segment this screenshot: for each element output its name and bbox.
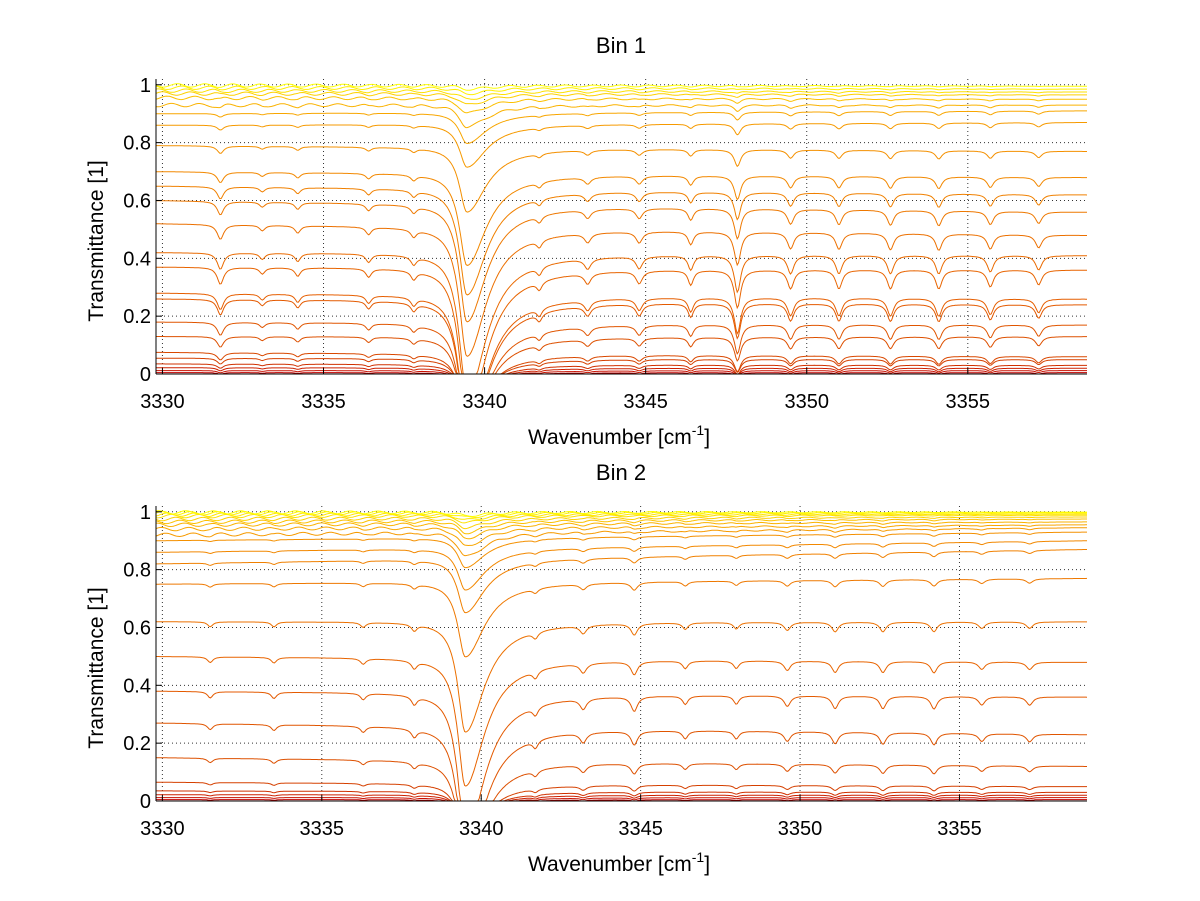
y-axis-label: Transmittance [1] [85,160,108,321]
series-line [156,110,1087,145]
series-line [156,757,1087,802]
x-tick-label: 3350 [778,818,823,840]
x-tick-label: 3335 [301,391,346,413]
series-line [155,518,1087,535]
x-axis-label-tail: ] [704,853,710,876]
y-tick-labels: 0 0.2 0.4 0.6 0.8 1 [123,502,151,813]
series-line [156,266,1088,375]
y-tick-label: 0.4 [123,248,151,270]
y-tick-label: 0.6 [123,617,151,639]
x-axis-label-superscript: -1 [692,422,705,438]
series-group [155,83,1088,375]
x-axis-label: Wavenumber [cm-1] [528,422,710,449]
x-tick-label: 3340 [459,818,504,840]
chart-panel-bin-1: Bin 1 3330 3335 3340 3345 3350 3355 0 0.2 0.4 0.… [85,33,1088,449]
series-line [156,621,1087,733]
series-group [155,510,1088,802]
x-tick-label: 3345 [618,818,663,840]
series-line [156,171,1087,266]
series-line [156,790,1087,802]
x-axis-label-main: Wavenumber [cm [528,426,692,449]
series-line [155,200,1087,323]
x-tick-label: 3355 [937,818,982,840]
series-line [156,540,1087,591]
series-line [156,122,1087,168]
series-line [156,357,1087,375]
series-line [156,781,1087,802]
series-line [156,794,1087,802]
x-tick-label: 3345 [623,391,668,413]
x-tick-label: 3330 [140,818,185,840]
series-line [155,524,1087,547]
y-tick-label: 0.6 [123,190,151,212]
y-tick-label: 0 [140,364,151,386]
x-axis-label: Wavenumber [cm-1] [528,849,710,876]
series-line [156,185,1088,296]
x-tick-labels: 3330 3335 3340 3345 3350 3355 [140,818,982,840]
x-tick-label: 3350 [784,391,829,413]
series-line [155,83,1087,91]
series-line [156,363,1087,375]
series-line [156,370,1087,375]
y-tick-label: 0.8 [123,560,151,582]
y-tick-label: 1 [140,502,151,524]
x-tick-label: 3330 [140,391,185,413]
y-tick-label: 0.8 [123,133,151,155]
series-line [155,91,1087,105]
series-line [155,95,1087,114]
series-line [156,223,1087,357]
series-line [156,372,1087,375]
x-tick-label: 3335 [300,818,345,840]
y-tick-label: 0.2 [123,306,151,328]
series-line [156,292,1087,375]
series-line [156,690,1088,802]
series-line [156,145,1087,213]
series-line [156,321,1087,375]
series-line [156,351,1087,375]
series-line [155,510,1088,519]
series-line [155,85,1087,96]
chart-title: Bin 2 [596,460,646,485]
x-tick-label: 3355 [946,391,991,413]
y-axis-label: Transmittance [1] [85,587,108,748]
x-axis-label-superscript: -1 [692,849,705,865]
series-line [156,252,1087,375]
series-line [155,510,1087,518]
x-tick-label: 3340 [462,391,507,413]
series-line [156,531,1087,569]
x-tick-labels: 3330 3335 3340 3345 3350 3355 [140,391,990,413]
x-axis-label-tail: ] [704,426,710,449]
y-tick-label: 0 [140,791,151,813]
y-tick-labels: 0 0.2 0.4 0.6 0.8 1 [123,75,151,386]
series-line [156,577,1088,658]
axes [155,506,1087,802]
series-line [155,527,1087,557]
chart-panel-bin-2: Bin 2 3330 3335 3340 3345 3350 3355 0 0.2 0.4 0.… [85,460,1088,876]
series-line [155,797,1087,802]
y-tick-label: 0.2 [123,733,151,755]
series-line [156,298,1087,375]
series-line [156,367,1087,375]
series-line [156,656,1087,787]
series-line [155,88,1087,100]
axes [155,79,1087,375]
series-line [156,521,1087,540]
series-line [156,336,1087,375]
y-tick-label: 0.4 [123,675,151,697]
x-axis-label-main: Wavenumber [cm [528,853,692,876]
y-tick-label: 1 [140,75,151,97]
series-line [155,516,1087,530]
series-line [155,102,1087,129]
series-line [156,722,1087,802]
series-line [156,549,1087,614]
chart-title: Bin 1 [596,33,646,58]
